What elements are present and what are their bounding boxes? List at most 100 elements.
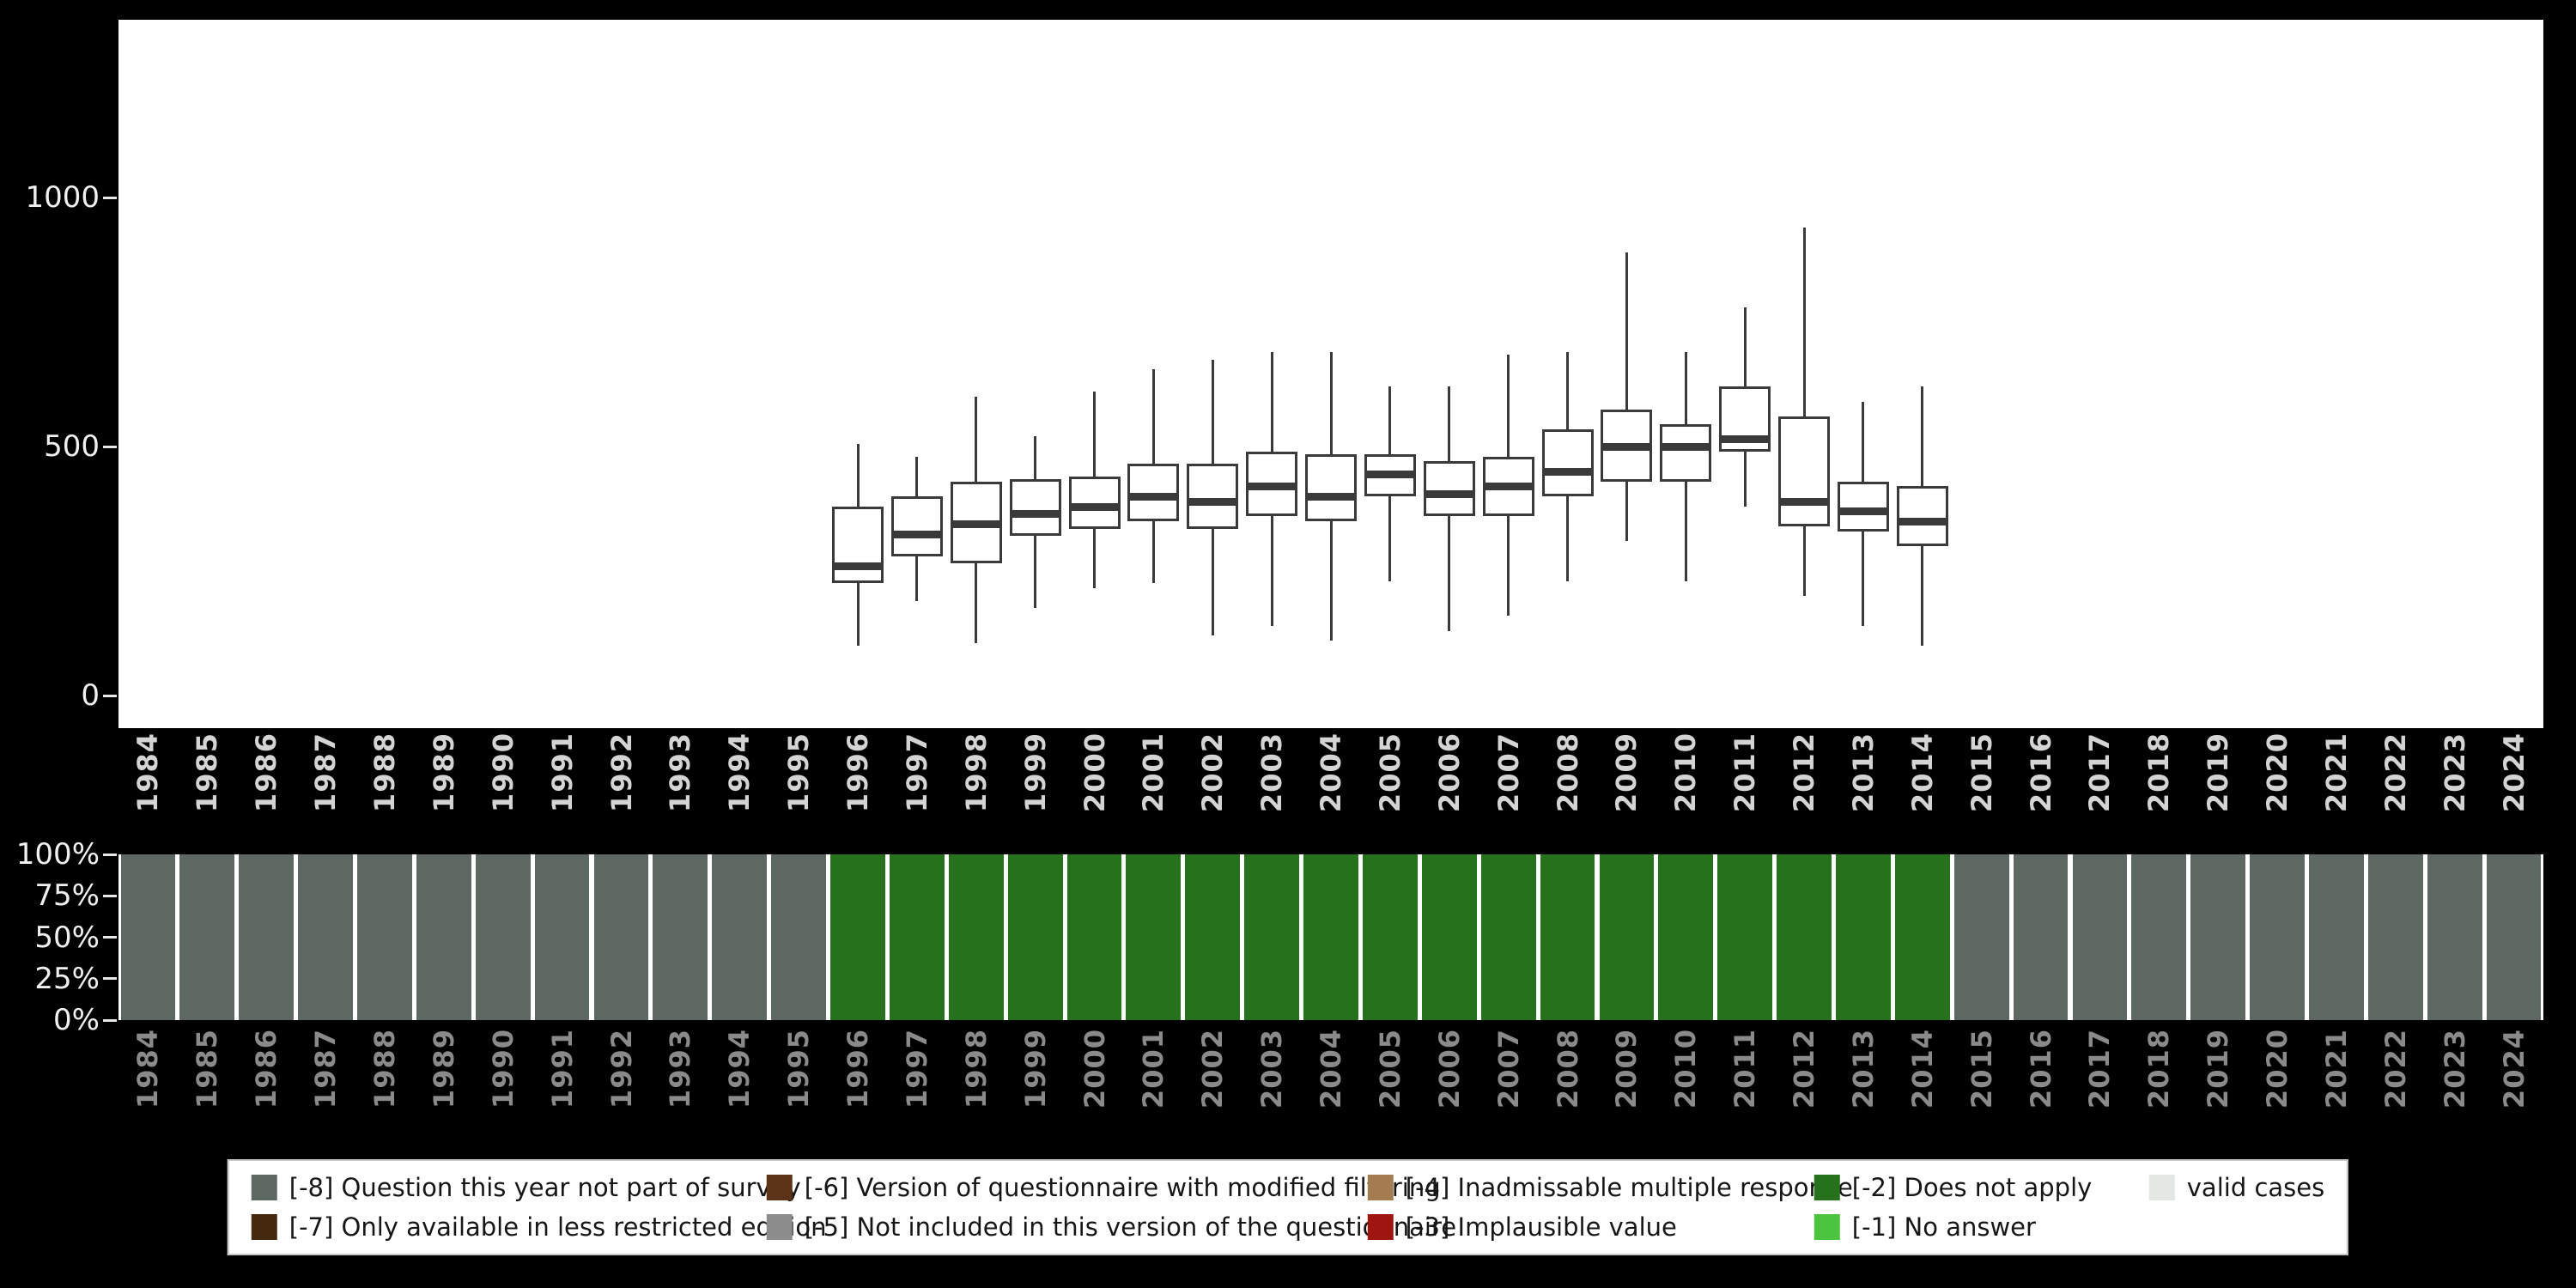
- x-axis-label-year: 2010: [1669, 1029, 1703, 1109]
- bar-segment: [1777, 854, 1832, 1020]
- box-iqr: [1660, 423, 1712, 482]
- box-whisker: [1625, 252, 1628, 542]
- x-axis-label-year: 1991: [545, 1029, 579, 1109]
- bar-segment: [416, 854, 471, 1020]
- legend-item: [-8] Question this year not part of surv…: [251, 1173, 801, 1202]
- x-axis-label-year: 1987: [309, 1029, 343, 1109]
- x-axis-label-year: 2021: [2319, 1029, 2353, 1109]
- x-axis-label-year: 2019: [2202, 732, 2235, 813]
- bar-segment: [1540, 854, 1595, 1020]
- box-whisker: [1802, 227, 1806, 596]
- x-axis-label-year: 1987: [309, 732, 343, 813]
- box-iqr: [1778, 416, 1830, 526]
- box-median: [893, 530, 940, 538]
- y-axis-tick-label: 50%: [34, 920, 100, 955]
- x-axis-label-year: 2008: [1551, 732, 1584, 813]
- x-axis-label-year: 2009: [1610, 1029, 1643, 1109]
- legend-swatch: [251, 1214, 277, 1240]
- y-axis-tick-label: 75%: [34, 878, 100, 914]
- bar-segment: [2486, 854, 2542, 1020]
- legend-item: [-6] Version of questionnaire with modif…: [766, 1173, 1441, 1202]
- bar-segment: [1717, 854, 1773, 1020]
- box-iqr: [890, 496, 943, 556]
- legend-label: [-3] Implausible value: [1405, 1212, 1677, 1242]
- x-axis-label-year: 2024: [2497, 732, 2530, 813]
- box-median: [1603, 443, 1650, 451]
- y-axis-tick-mark: [103, 853, 117, 856]
- bar-segment: [179, 854, 235, 1020]
- box-median: [1839, 507, 1886, 516]
- x-axis-label-year: 1999: [1018, 732, 1052, 813]
- x-axis-label-year: 2006: [1432, 732, 1466, 813]
- x-axis-label-year: 1997: [900, 1029, 933, 1109]
- bar-segment: [2072, 854, 2128, 1020]
- x-axis-label-year: 2004: [1315, 732, 1347, 813]
- legend-label: [-4] Inadmissable multiple response: [1405, 1173, 1853, 1202]
- x-axis-label-year: 1993: [664, 732, 697, 813]
- legend-swatch: [766, 1214, 793, 1240]
- x-axis-label-year: 2013: [1846, 732, 1880, 813]
- legend-item: [-5] Not included in this version of the…: [766, 1212, 1456, 1242]
- bar-segment: [1244, 854, 1300, 1020]
- legend-swatch: [251, 1175, 277, 1200]
- bar-segment: [2367, 854, 2423, 1020]
- x-axis-label-year: 2016: [2024, 732, 2057, 813]
- legend-label: valid cases: [2186, 1173, 2325, 1202]
- missing-values-bar-panel: [118, 854, 2543, 1020]
- x-axis-label-year: 1994: [723, 1029, 756, 1109]
- x-axis-label-year: 2005: [1373, 1029, 1406, 1109]
- bar-segment: [1126, 854, 1182, 1020]
- box-median: [1722, 435, 1769, 444]
- bar-segment: [239, 854, 295, 1020]
- y-axis-tick-mark: [103, 694, 117, 697]
- bar-segment: [1599, 854, 1655, 1020]
- bar-segment: [357, 854, 412, 1020]
- box-median: [1071, 502, 1118, 511]
- x-axis-label-year: 1992: [605, 732, 638, 813]
- box-iqr: [1541, 428, 1594, 496]
- y-axis-tick-label: 25%: [34, 961, 100, 996]
- legend-item: [-7] Only available in less restricted e…: [251, 1212, 827, 1242]
- x-axis-label-year: 1993: [664, 1029, 697, 1109]
- box-iqr: [832, 506, 884, 584]
- bar-segment: [1836, 854, 1891, 1020]
- x-axis-label-year: 1998: [959, 732, 993, 813]
- legend-item: [-3] Implausible value: [1367, 1212, 1814, 1242]
- x-axis-label-year: 2015: [1965, 732, 1998, 813]
- box-median: [1544, 468, 1591, 476]
- x-axis-label-year: 2010: [1669, 732, 1703, 813]
- x-axis-label-year: 2020: [2261, 732, 2293, 813]
- box-iqr: [1896, 486, 1948, 546]
- x-axis-label-year: 1989: [427, 732, 460, 813]
- legend-swatch: [2148, 1175, 2175, 1200]
- bar-segment: [2131, 854, 2187, 1020]
- x-axis-label-year: 2002: [1196, 1029, 1230, 1109]
- x-axis-label-year: 2022: [2379, 1029, 2412, 1109]
- bar-segment: [771, 854, 827, 1020]
- x-axis-label-year: 1991: [545, 732, 579, 813]
- bar-segment: [298, 854, 353, 1020]
- x-axis-label-year: 2018: [2142, 732, 2176, 813]
- box-iqr: [1127, 464, 1180, 521]
- legend-item: [-1] No answer: [1814, 1212, 2149, 1242]
- x-axis-label-year: 1996: [841, 1029, 874, 1109]
- bar-segment: [1421, 854, 1477, 1020]
- x-axis-label-year: 2016: [2024, 1029, 2057, 1109]
- bar-segment: [2309, 854, 2364, 1020]
- box-median: [1485, 483, 1532, 491]
- box-median: [835, 562, 881, 571]
- legend-label: [-6] Version of questionnaire with modif…: [804, 1173, 1441, 1202]
- legend-row: [-7] Only available in less restricted e…: [251, 1212, 2324, 1242]
- x-axis-label-year: 1994: [723, 732, 756, 813]
- x-axis-label-year: 2003: [1255, 732, 1289, 813]
- legend-swatch: [766, 1175, 793, 1200]
- x-axis-label-year: 2001: [1137, 1029, 1170, 1109]
- bar-segment: [1066, 854, 1122, 1020]
- bar-segment: [1303, 854, 1358, 1020]
- x-axis-label-year: 2007: [1492, 732, 1525, 813]
- bar-segment: [889, 854, 945, 1020]
- bar-segment: [1480, 854, 1536, 1020]
- bar-segment: [1362, 854, 1418, 1020]
- y-axis-tick-mark: [103, 936, 117, 939]
- legend-swatch: [1367, 1175, 1394, 1200]
